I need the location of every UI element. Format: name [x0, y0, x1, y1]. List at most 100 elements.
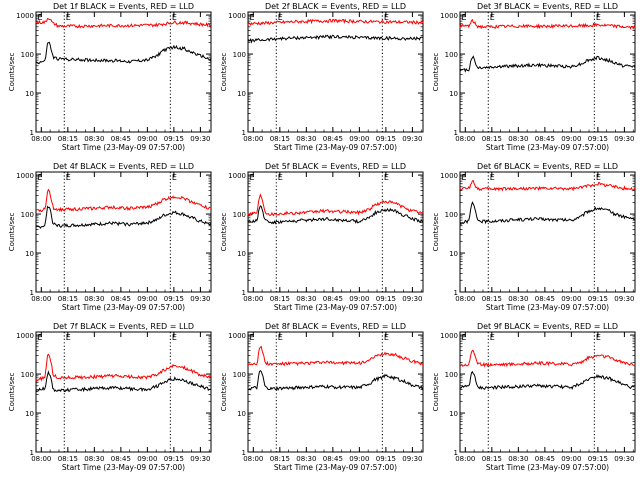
- x-tick-label: 08:30: [84, 455, 104, 463]
- panel-title: Det 4f BLACK = Events, RED = LLD: [53, 162, 194, 171]
- x-tick-label: 08:30: [508, 455, 528, 463]
- x-tick-label: 08:00: [243, 455, 263, 463]
- y-tick-label: 10: [449, 90, 458, 98]
- start-marker-label: E: [462, 173, 467, 182]
- y-axis-label: Counts/sec: [432, 373, 440, 412]
- event-marker-label: E: [384, 13, 389, 22]
- event-marker-label: E: [172, 13, 177, 22]
- x-tick-label: 08:45: [323, 295, 343, 303]
- start-marker-label: E: [38, 13, 43, 22]
- x-tick-label: 09:30: [190, 135, 210, 143]
- y-tick-label: 1000: [16, 12, 34, 20]
- event-marker-label: E: [66, 173, 71, 182]
- plot-frame: [247, 171, 424, 293]
- panel-title: Det 2f BLACK = Events, RED = LLD: [265, 2, 406, 11]
- series-line-events: [459, 200, 636, 225]
- start-marker-label: E: [250, 13, 255, 22]
- x-tick-label: 08:30: [296, 455, 316, 463]
- x-axis-label: Start Time (23-May-09 07:57:00): [62, 463, 185, 472]
- event-marker-label: E: [490, 173, 495, 182]
- x-tick-label: 08:30: [296, 295, 316, 303]
- event-marker-label: E: [172, 333, 177, 342]
- y-tick-label: 100: [445, 51, 458, 59]
- panel-det-7: Det 7f BLACK = Events, RED = LLD 1 10 100 10…: [8, 322, 212, 472]
- panel-det-8: Det 8f BLACK = Events, RED = LLD 1 10 100 10…: [220, 322, 424, 472]
- x-tick-label: 08:30: [296, 135, 316, 143]
- event-marker-label: E: [278, 173, 283, 182]
- series-line-lld: [35, 188, 212, 213]
- y-axis-label: Counts/sec: [8, 373, 16, 412]
- x-tick-label: 08:15: [270, 455, 290, 463]
- x-tick-label: 08:00: [31, 455, 51, 463]
- event-marker-label: E: [278, 333, 283, 342]
- y-tick-label: 1000: [16, 172, 34, 180]
- series-line-lld: [459, 18, 636, 30]
- event-marker-label: E: [384, 173, 389, 182]
- x-tick-label: 09:00: [137, 455, 157, 463]
- x-tick-label: 09:15: [164, 455, 184, 463]
- start-marker-label: E: [462, 333, 467, 342]
- plot-frame: [247, 331, 424, 453]
- y-tick-label: 1: [30, 289, 34, 297]
- x-tick-label: 08:15: [270, 295, 290, 303]
- y-tick-label: 10: [449, 410, 458, 418]
- y-tick-label: 1: [242, 449, 246, 457]
- series-line-events: [35, 41, 212, 65]
- x-axis-label: Start Time (23-May-09 07:57:00): [486, 303, 609, 312]
- panel-det-9: Det 9f BLACK = Events, RED = LLD 1 10 100 10…: [432, 322, 636, 472]
- plot-frame: [247, 11, 424, 133]
- y-tick-label: 100: [445, 371, 458, 379]
- panel-title: Det 6f BLACK = Events, RED = LLD: [477, 162, 618, 171]
- x-tick-label: 08:30: [508, 295, 528, 303]
- x-tick-label: 08:45: [111, 135, 131, 143]
- x-tick-label: 09:00: [349, 135, 369, 143]
- panel-det-1: Det 1f BLACK = Events, RED = LLD 1 10 100 10…: [8, 2, 212, 152]
- y-axis-label: Counts/sec: [432, 53, 440, 92]
- plot-frame: [459, 331, 636, 453]
- x-tick-label: 09:00: [561, 295, 581, 303]
- y-tick-label: 100: [233, 371, 246, 379]
- x-tick-label: 08:30: [84, 295, 104, 303]
- event-marker-label: E: [384, 333, 389, 342]
- start-marker-label: E: [462, 13, 467, 22]
- series-line-events: [459, 370, 636, 391]
- y-tick-label: 100: [233, 51, 246, 59]
- x-tick-label: 09:30: [614, 135, 634, 143]
- series-line-lld: [459, 180, 636, 192]
- x-tick-label: 09:15: [588, 295, 608, 303]
- y-axis-label: Counts/sec: [220, 213, 228, 252]
- y-tick-label: 1000: [440, 172, 458, 180]
- panel-title: Det 9f BLACK = Events, RED = LLD: [477, 322, 618, 331]
- y-tick-label: 1: [242, 129, 246, 137]
- x-tick-label: 09:15: [376, 455, 396, 463]
- y-tick-label: 10: [449, 250, 458, 258]
- start-marker-label: E: [38, 173, 43, 182]
- x-tick-label: 08:00: [31, 295, 51, 303]
- x-axis-label: Start Time (23-May-09 07:57:00): [486, 463, 609, 472]
- y-tick-label: 10: [25, 410, 34, 418]
- panel-title: Det 8f BLACK = Events, RED = LLD: [265, 322, 406, 331]
- panel-title: Det 7f BLACK = Events, RED = LLD: [53, 322, 194, 331]
- panel-det-4: Det 4f BLACK = Events, RED = LLD 1 10 100 10…: [8, 162, 212, 312]
- x-tick-label: 09:00: [349, 295, 369, 303]
- y-tick-label: 1000: [440, 332, 458, 340]
- panel-det-3: Det 3f BLACK = Events, RED = LLD 1 10 100 10…: [432, 2, 636, 152]
- series-line-events: [247, 370, 424, 391]
- y-axis-label: Counts/sec: [220, 53, 228, 92]
- y-tick-label: 10: [25, 90, 34, 98]
- y-tick-label: 1000: [228, 172, 246, 180]
- event-marker-label: E: [596, 173, 601, 182]
- x-axis-label: Start Time (23-May-09 07:57:00): [486, 143, 609, 152]
- x-tick-label: 09:30: [190, 455, 210, 463]
- series-line-events: [247, 34, 424, 44]
- series-line-lld: [247, 18, 424, 26]
- series-line-lld: [35, 18, 212, 29]
- event-marker-label: E: [278, 13, 283, 22]
- event-marker-label: E: [66, 13, 71, 22]
- y-tick-label: 100: [21, 371, 34, 379]
- series-line-events: [35, 205, 212, 230]
- x-tick-label: 08:30: [508, 135, 528, 143]
- series-line-lld: [247, 345, 424, 367]
- x-tick-label: 09:00: [561, 455, 581, 463]
